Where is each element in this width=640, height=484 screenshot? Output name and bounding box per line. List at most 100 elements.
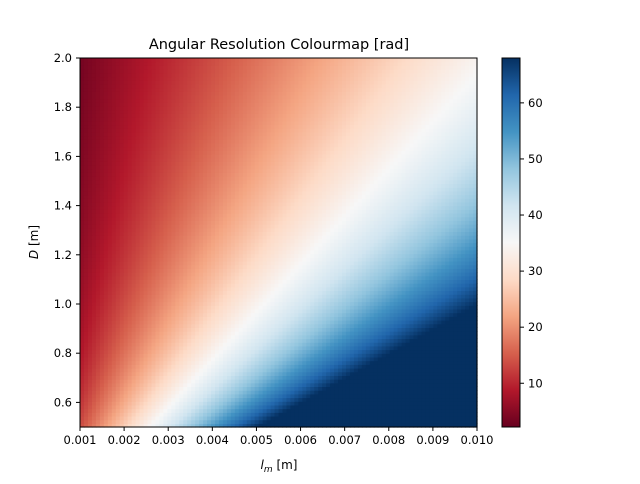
heatmap-cell — [183, 301, 188, 306]
heatmap-cell — [349, 401, 355, 406]
heatmap-cell — [175, 386, 180, 391]
heatmap-cell — [453, 272, 458, 277]
heatmap-cell — [349, 319, 355, 325]
heatmap-cell — [429, 382, 434, 388]
heatmap-cell — [159, 319, 164, 325]
heatmap-cell — [318, 408, 323, 413]
heatmap-cell — [119, 283, 125, 288]
heatmap-cell — [302, 390, 307, 395]
heatmap-cell — [381, 286, 387, 292]
heatmap-cell — [417, 305, 423, 310]
heatmap-cell — [322, 390, 327, 395]
heatmap-cell — [342, 327, 347, 332]
heatmap-cell — [421, 382, 426, 388]
heatmap-cell — [195, 349, 200, 354]
heatmap-cell — [135, 338, 141, 343]
heatmap-cell — [222, 386, 228, 391]
heatmap-cell — [80, 404, 85, 410]
heatmap-cell — [357, 367, 363, 373]
heatmap-cell — [143, 312, 149, 317]
heatmap-cell — [322, 386, 327, 391]
heatmap-cell — [203, 371, 208, 376]
heatmap-cell — [469, 290, 474, 295]
heatmap-cell — [103, 342, 109, 347]
heatmap-cell — [373, 342, 379, 347]
heatmap-cell — [258, 319, 264, 325]
heatmap-cell — [195, 297, 200, 303]
heatmap-cell — [207, 419, 212, 424]
heatmap-cell — [306, 371, 311, 376]
heatmap-cell — [147, 356, 153, 362]
heatmap-cell — [381, 349, 387, 354]
heatmap-cell — [298, 257, 303, 262]
heatmap-cell — [361, 316, 367, 321]
heatmap-cell — [95, 327, 101, 332]
heatmap-cell — [330, 264, 335, 269]
heatmap-cell — [199, 415, 204, 421]
heatmap-cell — [199, 253, 204, 258]
heatmap-cell — [195, 397, 200, 402]
heatmap-cell — [437, 353, 442, 358]
heatmap-cell — [393, 338, 399, 343]
heatmap-cell — [453, 386, 458, 391]
heatmap-cell — [167, 272, 172, 277]
heatmap-cell — [99, 382, 105, 388]
heatmap-cell — [389, 272, 395, 277]
heatmap-cell — [87, 327, 93, 332]
heatmap-cell — [246, 345, 252, 351]
heatmap-cell — [421, 386, 426, 391]
heatmap-cell — [238, 386, 244, 391]
heatmap-cell — [80, 323, 85, 328]
heatmap-cell — [199, 286, 204, 292]
heatmap-cell — [326, 272, 331, 277]
heatmap-cell — [195, 308, 200, 314]
heatmap-cell — [123, 334, 129, 340]
heatmap-cell — [131, 312, 137, 317]
heatmap-cell — [465, 342, 470, 347]
heatmap-cell — [203, 393, 208, 399]
heatmap-cell — [270, 297, 276, 303]
heatmap-cell — [270, 294, 276, 299]
heatmap-cell — [473, 360, 478, 365]
heatmap-cell — [163, 419, 168, 424]
heatmap-cell — [83, 401, 89, 406]
heatmap-cell — [87, 319, 93, 325]
heatmap-cell — [266, 294, 272, 299]
heatmap-cell — [349, 342, 355, 347]
heatmap-cell — [234, 246, 240, 251]
heatmap-cell — [270, 319, 276, 325]
heatmap-cell — [159, 412, 164, 417]
heatmap-cell — [83, 375, 89, 380]
heatmap-cell — [381, 316, 387, 321]
heatmap-cell — [131, 415, 137, 421]
heatmap-cell — [441, 294, 446, 299]
heatmap-cell — [175, 275, 180, 280]
heatmap-cell — [171, 272, 176, 277]
heatmap-cell — [262, 412, 268, 417]
heatmap-cell — [183, 308, 188, 314]
heatmap-cell — [425, 272, 430, 277]
heatmap-cell — [179, 253, 184, 258]
heatmap-cell — [302, 415, 307, 421]
heatmap-cell — [457, 375, 462, 380]
heatmap-cell — [230, 342, 236, 347]
heatmap-cell — [135, 419, 141, 424]
heatmap-cell — [119, 408, 125, 413]
heatmap-cell — [425, 242, 430, 247]
heatmap-cell — [357, 331, 363, 336]
heatmap-cell — [207, 272, 212, 277]
heatmap-cell — [282, 367, 288, 373]
heatmap-cell — [465, 367, 470, 373]
heatmap-cell — [115, 371, 121, 376]
heatmap-cell — [163, 404, 168, 410]
heatmap-cell — [349, 412, 355, 417]
heatmap-cell — [179, 331, 184, 336]
heatmap-cell — [433, 301, 438, 306]
heatmap-cell — [91, 360, 97, 365]
heatmap-cell — [421, 312, 426, 317]
heatmap-cell — [306, 272, 311, 277]
heatmap-cell — [230, 382, 236, 388]
heatmap-cell — [163, 316, 168, 321]
heatmap-cell — [111, 290, 117, 295]
heatmap-cell — [207, 301, 212, 306]
